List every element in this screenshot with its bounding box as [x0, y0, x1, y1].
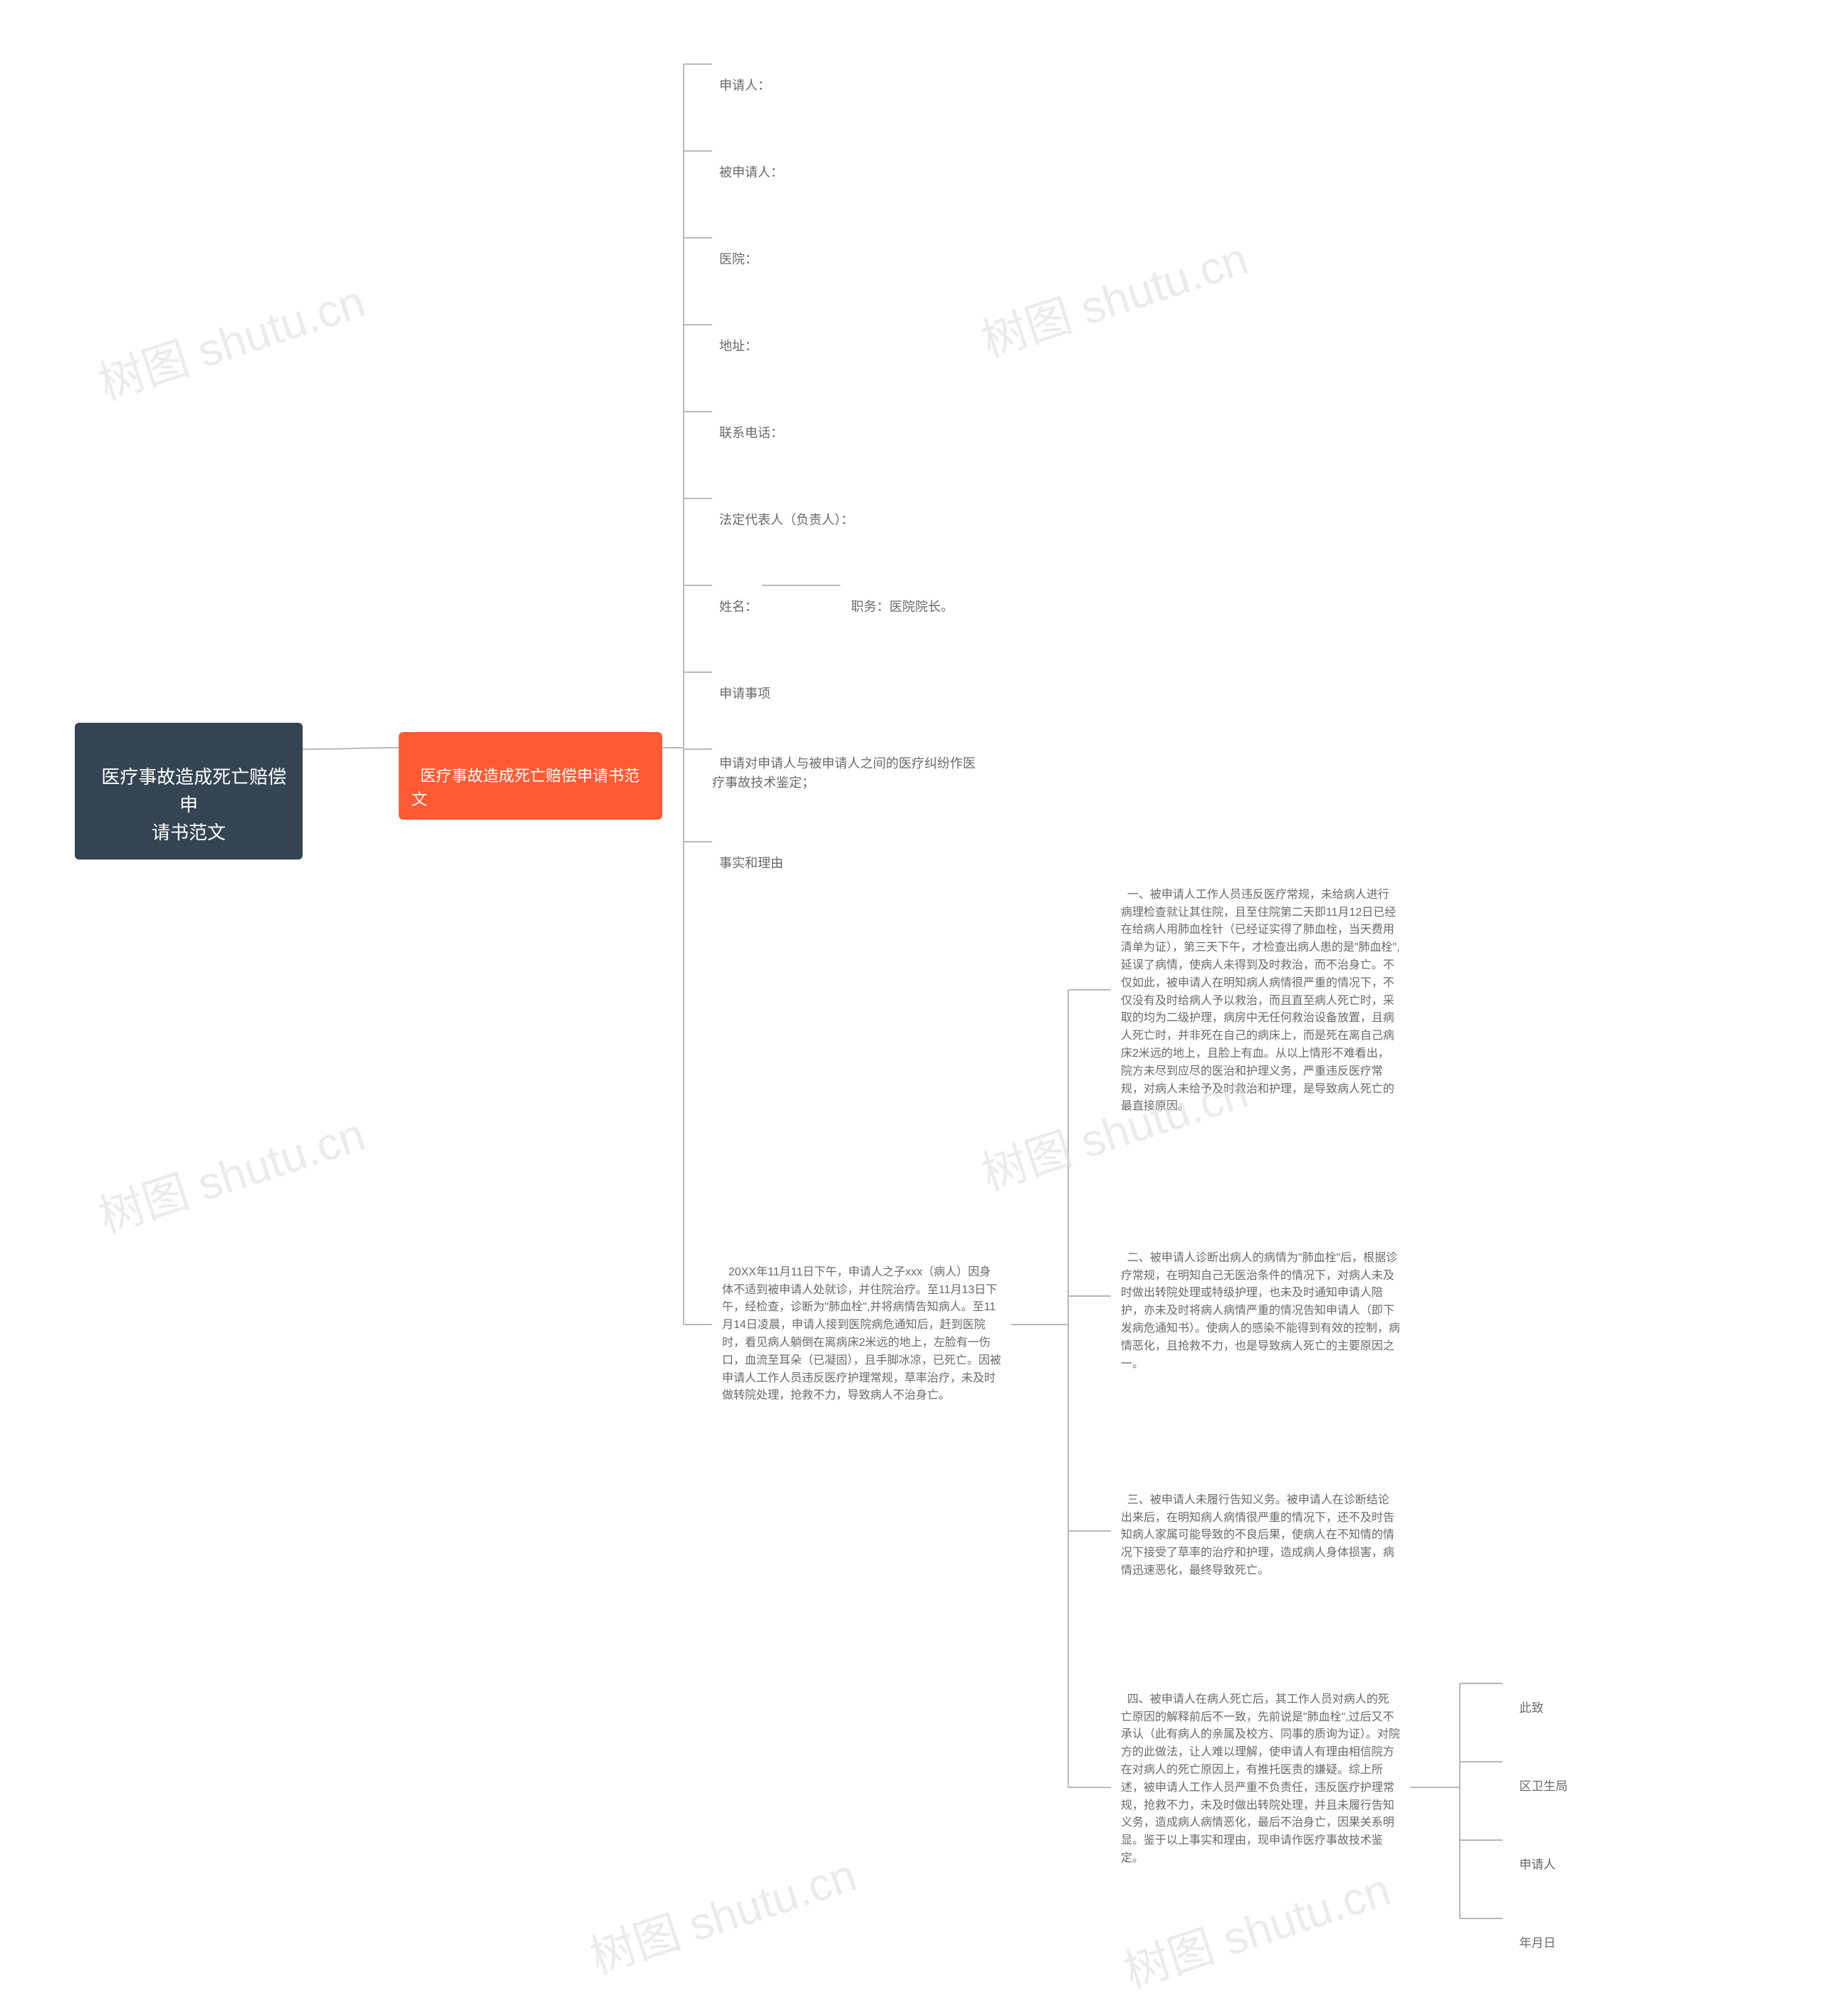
leaf-hospital[interactable]: 医院：	[712, 228, 758, 272]
leaf-respondent[interactable]: 被申请人：	[712, 141, 783, 185]
leaf-app-items[interactable]: 申请事项	[712, 662, 771, 706]
paragraph-3[interactable]: 三、被申请人未履行告知义务。被申请人在诊断结论出来后，在明知病人病情很严重的情况…	[1111, 1467, 1410, 1587]
level1-node[interactable]: 医疗事故造成死亡赔偿申请书范文	[399, 732, 662, 820]
final-applicant[interactable]: 申请人	[1503, 1830, 1565, 1881]
paragraph-2[interactable]: 二、被申请人诊断出病人的病情为"肺血栓"后，根据诊疗常规，在明知自己无医治条件的…	[1111, 1225, 1410, 1380]
leaf-applicant[interactable]: 申请人：	[712, 54, 771, 98]
leaf-name-sub[interactable]: 职务：医院院长。	[844, 575, 954, 620]
leaf-facts[interactable]: 事实和理由	[712, 832, 783, 876]
watermark: 树图 shutu.cn	[580, 1839, 863, 1986]
leaf-details[interactable]: 20XX年11月11日下午，申请人之子xxx（病人）因身体不适到被申请人处就诊，…	[712, 1239, 1011, 1412]
watermark: 树图 shutu.cn	[972, 222, 1255, 370]
level1-label: 医疗事故造成死亡赔偿申请书范文	[412, 767, 639, 808]
final-date[interactable]: 年月日	[1503, 1908, 1565, 1959]
root-label: 医疗事故造成死亡赔偿申 请书范文	[101, 766, 286, 843]
final-bureau[interactable]: 区卫生局	[1503, 1752, 1577, 1802]
paragraph-1[interactable]: 一、被申请人工作人员违反医疗常规，未给病人进行病理检查就让其住院，且至住院第二天…	[1111, 862, 1410, 1123]
leaf-address[interactable]: 地址：	[712, 315, 758, 359]
leaf-phone[interactable]: 联系电话：	[712, 402, 783, 446]
leaf-legalrep[interactable]: 法定代表人（负责人）：	[712, 489, 854, 533]
paragraph-4[interactable]: 四、被申请人在病人死亡后，其工作人员对病人的死亡原因的解释前后不一致，先前说是"…	[1111, 1666, 1410, 1875]
watermark: 树图 shutu.cn	[89, 265, 372, 412]
final-cizhi[interactable]: 此致	[1503, 1673, 1553, 1724]
watermark: 树图 shutu.cn	[89, 1098, 372, 1245]
watermark: 树图 shutu.cn	[1114, 1853, 1397, 2000]
leaf-name[interactable]: 姓名：	[712, 575, 758, 620]
root-node[interactable]: 医疗事故造成死亡赔偿申 请书范文	[75, 723, 303, 860]
leaf-app-detail[interactable]: 申请对申请人与被申请人之间的医疗纠纷作医 疗事故技术鉴定；	[712, 732, 997, 795]
